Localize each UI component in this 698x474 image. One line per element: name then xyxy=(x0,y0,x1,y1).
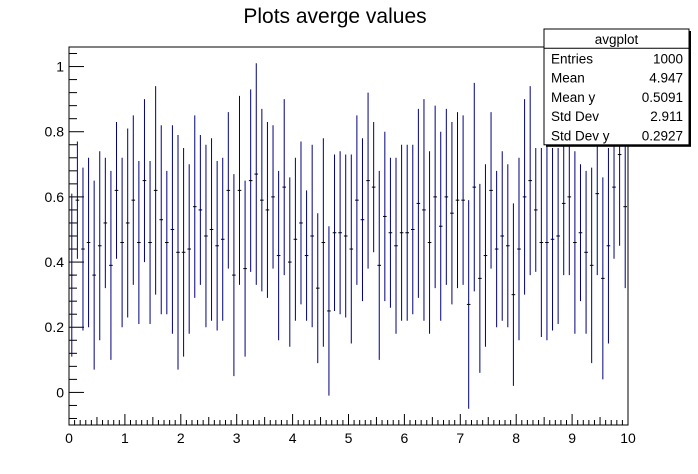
data-points xyxy=(70,63,627,409)
x-tick-label: 8 xyxy=(512,430,520,446)
x-tick-label: 9 xyxy=(568,430,576,446)
stats-label: Mean xyxy=(551,71,585,86)
stats-box-name: avgplot xyxy=(595,32,639,47)
x-tick-label: 6 xyxy=(401,430,409,446)
axes: 0 1 2 3 4 5 6 7 8 9 10 0 0.2 0.4 0.6 0.8 1 xyxy=(45,53,636,446)
stats-label: Std Dev y xyxy=(551,129,610,144)
y-tick-label: 0.2 xyxy=(45,319,65,335)
stats-value: 1000 xyxy=(653,51,683,66)
stats-value: 0.5091 xyxy=(642,90,683,105)
y-tick-label: 0 xyxy=(56,384,64,400)
stats-value: 0.2927 xyxy=(642,129,683,144)
chart-title: Plots averge values xyxy=(243,5,426,28)
stats-label: Mean y xyxy=(551,90,596,105)
x-tick-label: 7 xyxy=(456,430,464,446)
stats-label: Entries xyxy=(551,51,593,66)
x-tick-label: 1 xyxy=(121,430,129,446)
stats-label: Std Dev xyxy=(551,109,599,124)
y-tick-label: 0.4 xyxy=(45,254,65,270)
stats-value: 4.947 xyxy=(649,71,683,86)
x-tick-label: 10 xyxy=(620,430,636,446)
x-tick-label: 0 xyxy=(65,430,73,446)
x-tick-label: 3 xyxy=(233,430,241,446)
stats-value: 2.911 xyxy=(650,109,683,124)
x-tick-label: 2 xyxy=(177,430,185,446)
y-tick-label: 1 xyxy=(56,59,64,75)
x-tick-label: 5 xyxy=(345,430,353,446)
y-tick-label: 0.6 xyxy=(45,189,65,205)
x-tick-label: 4 xyxy=(289,430,297,446)
y-tick-label: 0.8 xyxy=(45,124,65,140)
